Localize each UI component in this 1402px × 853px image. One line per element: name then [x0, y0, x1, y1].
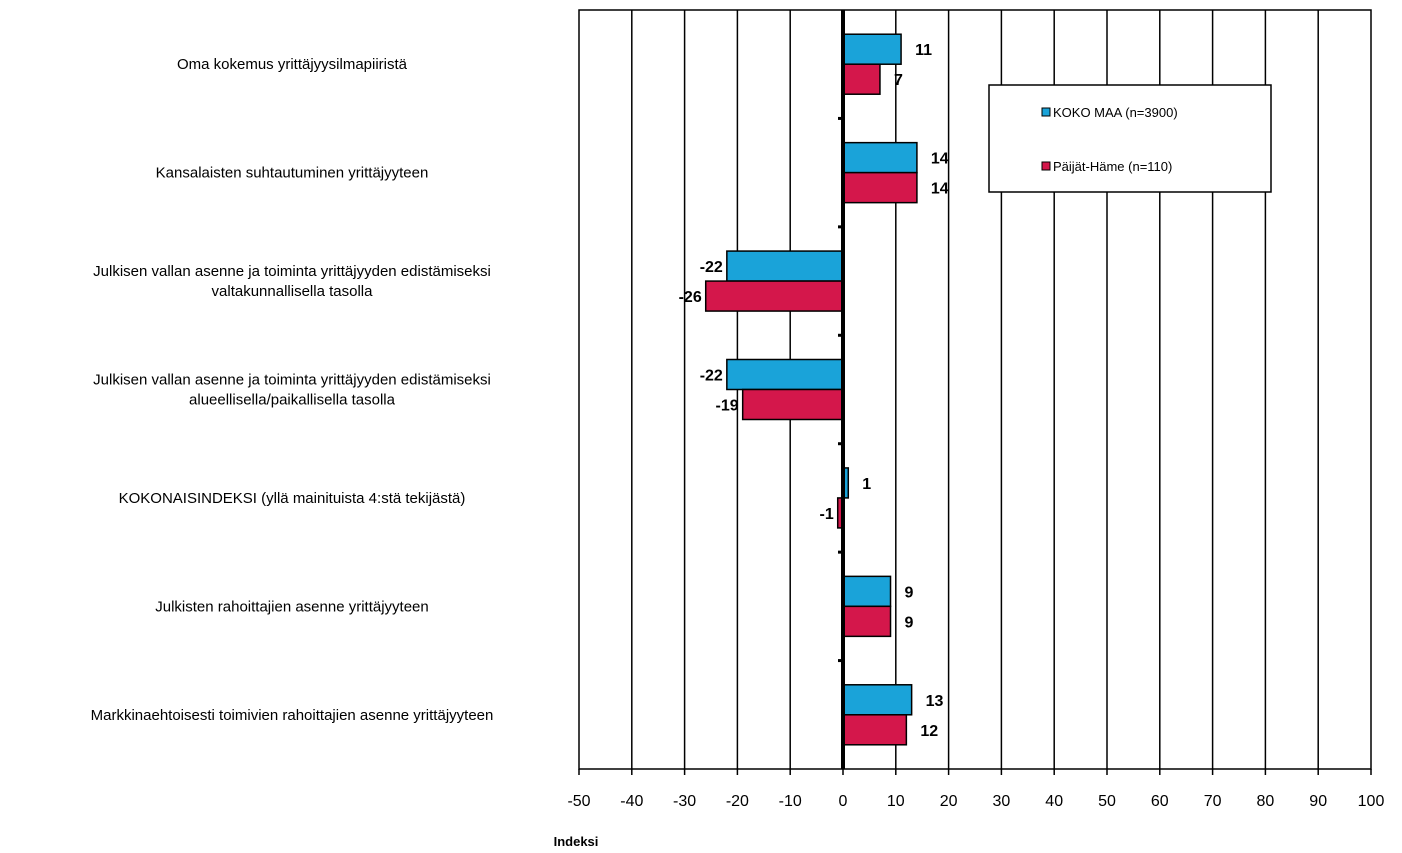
bar-paijat-hame [842, 605, 892, 638]
x-axis-title: Indeksi [554, 834, 599, 849]
data-label: 9 [905, 614, 914, 631]
x-tick-label: 10 [887, 793, 905, 810]
x-tick-label: 80 [1257, 793, 1275, 810]
x-tick-label: 40 [1045, 793, 1063, 810]
data-label: 11 [915, 42, 932, 59]
bar-paijat-hame [842, 171, 918, 204]
x-tick-label: 100 [1358, 793, 1385, 810]
bar-koko-maa [842, 684, 913, 716]
data-label: 9 [905, 584, 914, 601]
category-label: KOKONAISINDEKSI (yllä mainituista 4:stä … [119, 490, 466, 507]
x-tick-label: 60 [1151, 793, 1169, 810]
category-label: valtakunnallisella tasolla [212, 283, 374, 300]
x-tick-label: 90 [1309, 793, 1327, 810]
category-label: alueellisella/paikallisella tasolla [189, 392, 396, 409]
bar-koko-maa [842, 141, 918, 174]
data-label: 7 [894, 72, 903, 89]
category-label: Kansalaisten suhtautuminen yrittäjyyteen [156, 165, 429, 182]
legend [988, 84, 1272, 193]
legend-label: Päijät-Häme (n=110) [1053, 159, 1172, 174]
bar-paijat-hame [704, 280, 844, 312]
legend-label: KOKO MAA (n=3900) [1053, 105, 1178, 120]
data-label: -26 [679, 289, 702, 306]
x-tick-label: 70 [1204, 793, 1222, 810]
data-label: -19 [716, 398, 739, 415]
x-tick-label: 0 [839, 793, 848, 810]
x-tick-label: -40 [620, 793, 643, 810]
bar-koko-maa [726, 250, 844, 282]
data-label: 12 [920, 723, 938, 740]
data-label: 14 [931, 181, 949, 198]
x-tick-label: -50 [567, 793, 590, 810]
category-label: Oma kokemus yrittäjyysilmapiiristä [177, 56, 408, 73]
x-tick-label: 50 [1098, 793, 1116, 810]
legend-swatch [1041, 161, 1051, 171]
x-tick-label: 20 [940, 793, 958, 810]
data-label: 14 [931, 151, 949, 168]
data-label: -22 [700, 259, 723, 276]
bar-koko-maa [842, 33, 902, 65]
data-label: -22 [700, 368, 723, 385]
bar-paijat-hame [842, 63, 881, 95]
data-label: -1 [819, 506, 833, 523]
data-label: 13 [926, 693, 944, 710]
bar-paijat-hame [842, 714, 908, 746]
legend-swatch [1041, 107, 1051, 117]
category-label: Julkisen vallan asenne ja toiminta yritt… [93, 263, 491, 280]
x-tick-label: -10 [779, 793, 802, 810]
bar-koko-maa [842, 575, 892, 608]
x-tick-label: -30 [673, 793, 696, 810]
bar-koko-maa [726, 358, 844, 391]
category-label: Julkisen vallan asenne ja toiminta yritt… [93, 372, 491, 389]
category-label: Julkisten rahoittajien asenne yrittäjyyt… [155, 598, 429, 615]
bar-paijat-hame [741, 388, 844, 421]
data-label: 1 [862, 476, 871, 493]
x-tick-label: 30 [993, 793, 1011, 810]
category-label: Markkinaehtoisesti toimivien rahoittajie… [91, 707, 494, 724]
x-tick-label: -20 [726, 793, 749, 810]
